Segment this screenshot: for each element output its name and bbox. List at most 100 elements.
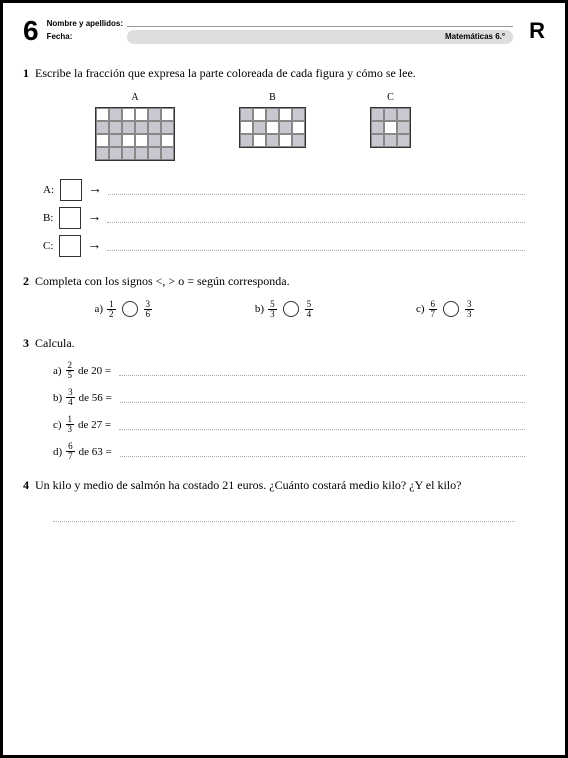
ex4-text: Un kilo y medio de salmón ha costado 21 … xyxy=(35,477,545,494)
grid-cell xyxy=(397,121,410,134)
ex1-num: 1 xyxy=(23,65,29,82)
subject-pill: Matemáticas 6.° xyxy=(127,30,514,44)
grid-cell xyxy=(148,121,161,134)
ex4-title: 4 Un kilo y medio de salmón ha costado 2… xyxy=(23,477,545,494)
ex4-answer-area xyxy=(53,508,515,522)
grid-cell xyxy=(109,147,122,160)
grid-cell xyxy=(253,121,266,134)
answer-label-a: A: xyxy=(43,184,54,196)
grid-a xyxy=(95,107,175,161)
ex4-line[interactable] xyxy=(53,508,515,522)
exercise-4: 4 Un kilo y medio de salmón ha costado 2… xyxy=(23,477,545,522)
answer-box-c[interactable] xyxy=(59,235,81,257)
calc-answer-line[interactable] xyxy=(120,447,525,457)
grid-cell xyxy=(279,108,292,121)
item-label: b) xyxy=(255,303,264,315)
ex4-num: 4 xyxy=(23,477,29,494)
fraction: 12 xyxy=(107,300,116,319)
grid-block-a: A xyxy=(95,92,175,165)
calc-answer-line[interactable] xyxy=(119,420,525,430)
grid-cell xyxy=(96,147,109,160)
grid-cell xyxy=(279,121,292,134)
item-label: b) xyxy=(53,392,62,404)
grid-cell xyxy=(292,121,305,134)
answer-circle[interactable] xyxy=(443,301,459,317)
grid-cell xyxy=(266,134,279,147)
answer-label-c: C: xyxy=(43,240,53,252)
grid-block-c: C xyxy=(370,92,411,165)
ex2-title: 2 Completa con los signos <, > o = según… xyxy=(23,273,545,290)
answer-row-b: B: → xyxy=(43,207,545,229)
ex3-text: Calcula. xyxy=(35,335,545,352)
grid-cell xyxy=(161,147,174,160)
grid-cell xyxy=(148,134,161,147)
grid-cell xyxy=(122,108,135,121)
calc-row: d)67de 63 = xyxy=(53,442,545,461)
date-label: Fecha: xyxy=(47,32,127,41)
grid-cell xyxy=(109,108,122,121)
item-label: a) xyxy=(94,303,103,315)
arrow-icon: → xyxy=(87,210,101,226)
item-label: c) xyxy=(416,303,425,315)
page-number: 6 xyxy=(23,15,39,47)
answer-box-a[interactable] xyxy=(60,179,82,201)
answer-line-a[interactable] xyxy=(108,185,525,195)
grid-cell xyxy=(161,134,174,147)
item-label: d) xyxy=(53,446,62,458)
grid-cell xyxy=(240,134,253,147)
calc-text: de 27 = xyxy=(78,419,111,431)
ex3-title: 3 Calcula. xyxy=(23,335,545,352)
header: 6 Nombre y apellidos: Fecha: Matemáticas… xyxy=(23,15,545,47)
grid-cell xyxy=(292,134,305,147)
grid-cell xyxy=(109,134,122,147)
comparison-item: c)6733 xyxy=(416,300,474,319)
grid-cell xyxy=(161,108,174,121)
grids-row: A B C xyxy=(63,92,443,165)
grid-c xyxy=(370,107,411,148)
arrow-icon: → xyxy=(88,182,102,198)
grid-cell xyxy=(135,121,148,134)
answer-line-b[interactable] xyxy=(107,213,525,223)
grid-cell xyxy=(240,121,253,134)
grid-cell xyxy=(240,108,253,121)
answer-circle[interactable] xyxy=(283,301,299,317)
answer-line-c[interactable] xyxy=(107,241,525,251)
exercise-1: 1 Escribe la fracción que expresa la par… xyxy=(23,65,545,257)
grid-cell xyxy=(384,121,397,134)
grid-cell xyxy=(253,134,266,147)
grid-cell xyxy=(397,108,410,121)
fraction: 34 xyxy=(66,388,75,407)
answer-circle[interactable] xyxy=(122,301,138,317)
name-line[interactable] xyxy=(127,19,514,27)
calc-row: b)34de 56 = xyxy=(53,388,545,407)
fraction: 25 xyxy=(66,361,75,380)
grid-block-b: B xyxy=(239,92,306,165)
comparison-item: b)5354 xyxy=(255,300,313,319)
item-label: c) xyxy=(53,419,62,431)
exercise-3: 3 Calcula. a)25de 20 =b)34de 56 =c)13de … xyxy=(23,335,545,462)
grid-label-b: B xyxy=(239,92,306,103)
grid-cell xyxy=(96,121,109,134)
comparison-row: a)1236b)5354c)6733 xyxy=(43,300,525,319)
grid-cell xyxy=(266,121,279,134)
grid-cell xyxy=(384,134,397,147)
arrow-icon: → xyxy=(87,238,101,254)
fraction: 36 xyxy=(144,300,153,319)
grid-cell xyxy=(135,134,148,147)
calc-answer-line[interactable] xyxy=(119,366,525,376)
header-fields: Nombre y apellidos: Fecha: Matemáticas 6… xyxy=(47,19,514,44)
answer-box-b[interactable] xyxy=(59,207,81,229)
ex3-num: 3 xyxy=(23,335,29,352)
grid-cell xyxy=(135,147,148,160)
worksheet-page: 6 Nombre y apellidos: Fecha: Matemáticas… xyxy=(0,0,568,758)
calc-rows: a)25de 20 =b)34de 56 =c)13de 27 =d)67de … xyxy=(23,361,545,461)
calc-text: de 20 = xyxy=(78,365,111,377)
variant-letter: R xyxy=(529,18,545,44)
name-label: Nombre y apellidos: xyxy=(47,19,127,28)
answer-label-b: B: xyxy=(43,212,53,224)
calc-answer-line[interactable] xyxy=(120,393,525,403)
comparison-item: a) 12 36 xyxy=(94,300,152,319)
fraction: 67 xyxy=(429,300,438,319)
ex2-num: 2 xyxy=(23,273,29,290)
grid-label-a: A xyxy=(95,92,175,103)
